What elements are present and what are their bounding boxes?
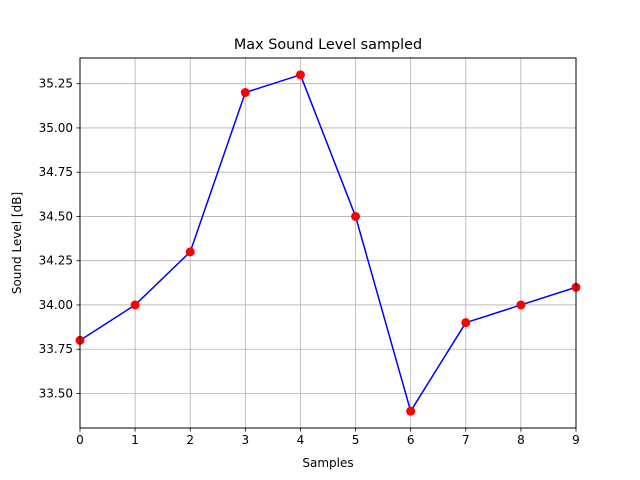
data-series [75, 70, 581, 416]
grid-lines [79, 58, 577, 428]
data-point [516, 300, 526, 310]
y-tick-label: 35.25 [39, 77, 73, 91]
x-tick-label: 7 [462, 433, 470, 447]
data-point [130, 300, 140, 310]
y-tick-label: 35.00 [39, 121, 73, 135]
x-tick-label: 6 [407, 433, 415, 447]
y-tick-label: 33.50 [39, 386, 73, 400]
y-tick-label: 34.75 [39, 165, 73, 179]
x-tick-label: 8 [517, 433, 525, 447]
y-tick-label: 33.75 [39, 342, 73, 356]
data-point [240, 88, 250, 98]
data-point [406, 406, 416, 416]
x-axis-ticks: 0 1 2 3 4 5 6 7 8 9 [76, 428, 580, 447]
y-tick-label: 34.00 [39, 298, 73, 312]
series-line [79, 74, 577, 412]
x-tick-label: 9 [572, 433, 580, 447]
data-point [295, 70, 305, 80]
data-point [185, 247, 195, 257]
x-tick-label: 4 [297, 433, 305, 447]
chart-title: Max Sound Level sampled [234, 37, 422, 53]
plot-frame [79, 57, 577, 429]
x-tick-label: 2 [186, 433, 194, 447]
data-point [461, 318, 471, 328]
y-tick-label: 34.50 [39, 209, 73, 223]
x-tick-label: 0 [76, 433, 84, 447]
y-axis-ticks: 33.50 33.75 34.00 34.25 34.50 34.75 35.00 35.25 [39, 77, 80, 400]
data-point [351, 211, 361, 221]
y-tick-label: 34.25 [39, 254, 73, 268]
x-axis-label: Samples [302, 456, 353, 470]
x-tick-label: 5 [352, 433, 360, 447]
y-axis-label: Sound Level [dB] [10, 192, 24, 294]
x-tick-label: 1 [131, 433, 139, 447]
x-tick-label: 3 [242, 433, 250, 447]
